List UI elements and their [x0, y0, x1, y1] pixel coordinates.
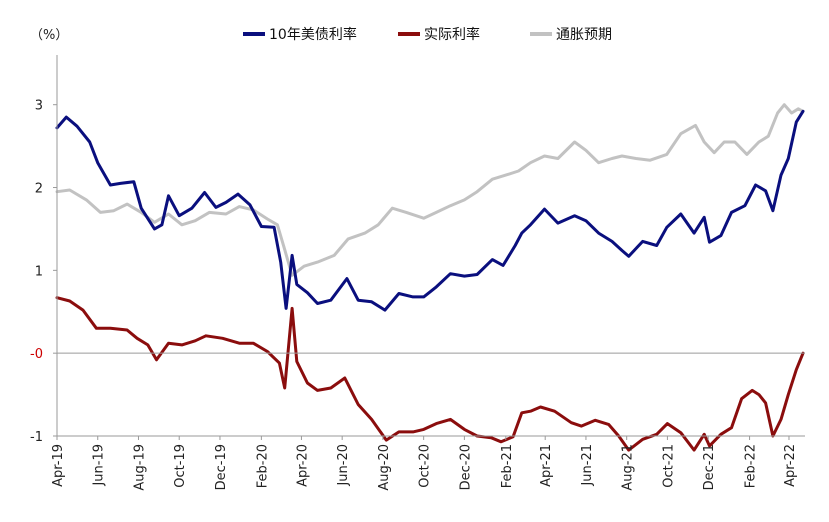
x-tick-label: Dec-19: [214, 444, 229, 490]
legend-label-2: 实际利率: [424, 26, 480, 43]
legend-label-3: 通胀预期: [556, 27, 612, 43]
x-tick-label: Aug-21: [621, 444, 636, 491]
x-tick-label: Apr-22: [783, 444, 798, 487]
x-tick-label: Aug-19: [132, 444, 147, 491]
series-line-3: [55, 103, 805, 277]
y-tick-label: 1: [35, 264, 43, 279]
x-tick-label: Apr-20: [295, 444, 310, 487]
x-tick-label: Aug-20: [377, 444, 392, 491]
x-tick-label: Apr-21: [539, 444, 554, 487]
y-tick-label: 2: [35, 182, 43, 197]
y-tick-label: 3: [35, 99, 43, 114]
y-axis-unit-label: （%）: [30, 28, 68, 43]
x-tick-label: Dec-21: [702, 444, 717, 490]
y-tick-label: -1: [30, 430, 43, 445]
x-tick-label: Jun-21: [580, 444, 595, 487]
x-tick-label: Dec-20: [458, 444, 473, 490]
y-tick-label: -0: [30, 347, 43, 362]
x-tick-label: Feb-21: [500, 444, 515, 488]
x-tick-label: Feb-22: [744, 444, 759, 488]
x-tick-label: Feb-20: [255, 444, 270, 488]
legend-label-1: 10年美债利率: [269, 26, 357, 43]
x-tick-label: Oct-21: [661, 444, 676, 488]
series-line-1: [55, 109, 805, 312]
x-tick-label: Oct-19: [173, 444, 188, 488]
x-tick-label: Jun-20: [336, 444, 351, 487]
x-tick-label: Apr-19: [51, 444, 66, 487]
legend: 10年美债利率 实际利率 通胀预期: [243, 26, 612, 43]
series-line-2: [55, 296, 805, 452]
x-tick-label: Oct-20: [418, 444, 433, 488]
x-tick-label: Jun-19: [92, 444, 107, 487]
